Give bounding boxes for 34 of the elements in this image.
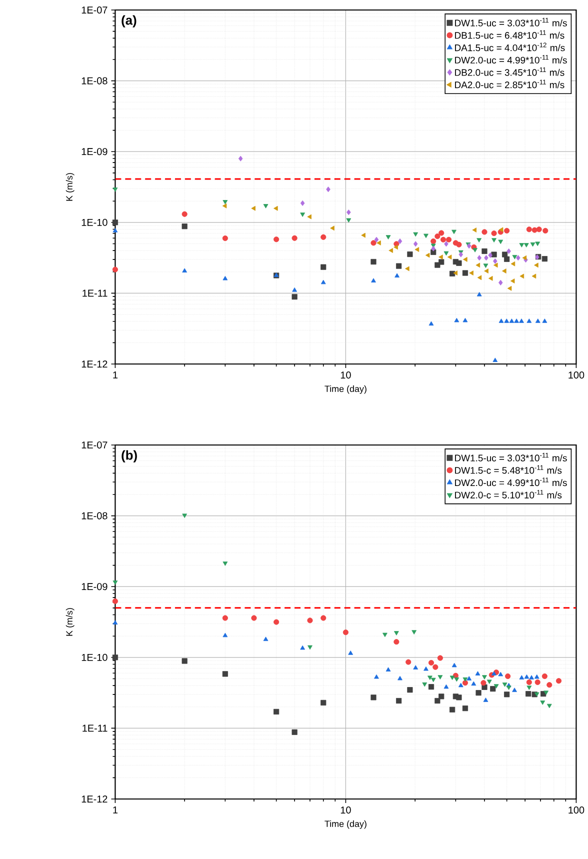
y-tick-label: 1E-11: [82, 724, 108, 732]
x-tick-label: 100: [568, 372, 584, 379]
x-tick-label: 10: [341, 806, 351, 814]
y-tick-label: 1E-07: [82, 441, 108, 449]
y-tick-label: 1E-10: [82, 218, 108, 226]
legend-label: DA2.0-uc = 2.85*10$^{-11}$ m/s: [455, 80, 564, 88]
y-tick-label: 1E-09: [82, 148, 108, 156]
legend-label: DB2.0-uc = 3.45*10$^{-11}$ m/s: [455, 67, 564, 76]
legend-label: DW2.0-uc = 4.99*10$^{-11}$ m/s: [455, 478, 567, 486]
y-tick-label: 1E-12: [82, 796, 108, 802]
legend-label: DB1.5-uc = 6.48*10$^{-11}$ m/s: [455, 30, 564, 39]
y-axis-title: K (m/s): [66, 173, 74, 201]
legend-label: DW2.0-uc = 4.99*10$^{-11}$ m/s: [455, 55, 567, 64]
y-tick-label: 1E-10: [82, 654, 108, 661]
y-tick-label: 1E-07: [82, 6, 108, 14]
x-tick-label: 100: [568, 806, 584, 814]
legend-label: DW2.0-c = 5.10*10$^{-11}$ m/s: [455, 490, 562, 498]
x-tick-label: 1: [113, 806, 118, 814]
legend-label: DW1.5-c = 5.48*10$^{-11}$ m/s: [455, 465, 562, 474]
legend-label: DA1.5-uc = 4.04*10$^{-12}$ m/s: [455, 42, 565, 52]
legend-label: DW1.5-uc = 3.03*10$^{-11}$ m/s: [455, 452, 567, 462]
y-tick-label: 1E-09: [82, 583, 108, 590]
y-axis-title: K (m/s): [66, 608, 74, 636]
legend-label: DW1.5-uc = 3.03*10$^{-11}$ m/s: [455, 18, 567, 26]
x-tick-label: 10: [341, 372, 351, 379]
y-tick-label: 1E-08: [82, 77, 108, 84]
y-tick-label: 1E-12: [82, 360, 108, 368]
x-axis-title: Time (day): [324, 385, 366, 394]
y-tick-label: 1E-08: [82, 512, 108, 520]
x-tick-label: 1: [113, 372, 118, 378]
x-axis-title: Time (day): [324, 820, 366, 829]
chart-title: (b): [122, 450, 138, 462]
chart-title: (a): [122, 15, 136, 28]
y-tick-label: 1E-11: [82, 290, 108, 297]
